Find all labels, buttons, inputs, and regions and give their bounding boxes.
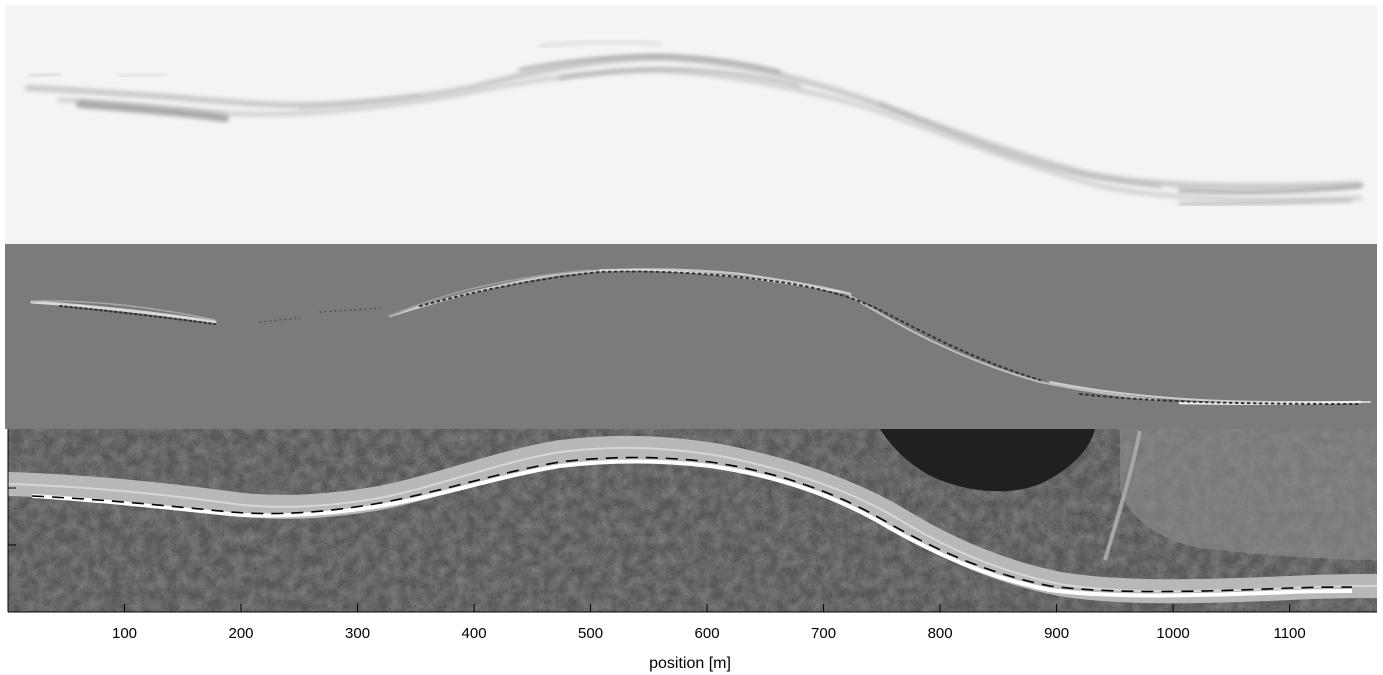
x-tick-label: 800 — [928, 625, 953, 642]
x-tick-label: 700 — [811, 625, 836, 642]
middle-panel — [5, 244, 1377, 429]
x-tick-label: 1000 — [1156, 625, 1189, 642]
clearing-right — [1120, 429, 1377, 560]
bottom-panel — [8, 429, 1377, 612]
side-road — [1103, 430, 1142, 561]
x-tick-label: 100 — [112, 625, 137, 642]
x-tick-label: 400 — [462, 625, 487, 642]
top-panel-background — [5, 5, 1377, 244]
x-axis: 100 200 300 400 500 600 700 800 900 1000 1100 — [8, 604, 1377, 642]
x-tick-label: 900 — [1044, 625, 1069, 642]
x-tick-label: 300 — [345, 625, 370, 642]
top-panel — [5, 5, 1377, 244]
x-tick-label: 1100 — [1273, 625, 1305, 642]
track-white-line — [31, 459, 1353, 598]
track-dashed-line — [31, 456, 1353, 593]
top-panel-streaks — [25, 40, 1363, 206]
x-tick-label: 200 — [229, 625, 254, 642]
x-tick-label: 500 — [578, 625, 603, 642]
middle-panel-streaks — [30, 268, 1371, 405]
x-axis-title: position [m] — [649, 655, 731, 672]
lake — [880, 429, 1095, 492]
y-axis-ticks — [7, 429, 16, 612]
x-tick-label: 600 — [695, 625, 720, 642]
